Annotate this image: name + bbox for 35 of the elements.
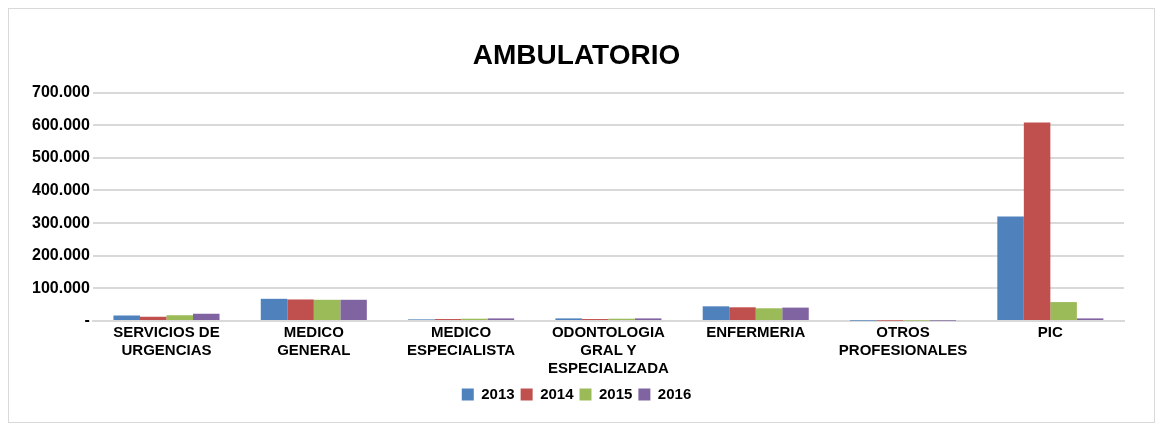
y-tick-label: 100.000	[31, 278, 90, 296]
bar	[139, 316, 167, 320]
bar	[113, 315, 140, 320]
x-tick-label: OTROS PROFESIONALES	[838, 323, 968, 359]
y-tick-label: 500.000	[31, 148, 90, 166]
bar	[755, 308, 783, 320]
y-tick-label: 600.000	[31, 115, 90, 133]
y-tick-label: 300.000	[31, 213, 90, 231]
y-tick-label: 200.000	[31, 246, 90, 264]
x-tick-label: ENFERMERIA	[706, 323, 806, 341]
bar	[1050, 302, 1077, 320]
x-tick-label: MEDICO GENERAL	[277, 323, 351, 359]
legend-label: 2016	[657, 384, 692, 402]
chart-title: AMBULATORIO	[472, 38, 681, 70]
y-tick-label: -	[84, 311, 90, 329]
bar	[260, 298, 288, 320]
bar	[313, 299, 341, 320]
bar	[340, 299, 367, 320]
x-tick-label: MEDICO ESPECIALISTA	[407, 323, 516, 359]
bar	[166, 315, 194, 320]
legend-label: 2014	[540, 384, 575, 402]
bar	[782, 307, 809, 320]
bar	[702, 306, 730, 320]
x-tick-label: PIC	[1037, 323, 1064, 341]
legend-label: 2015	[599, 384, 633, 402]
bar	[193, 313, 220, 320]
bar	[1023, 122, 1051, 320]
y-tick-label: 400.000	[31, 180, 90, 198]
x-tick-label: ODONTOLOGIA GRAL Y ESPECIALIZADA	[548, 323, 670, 377]
bar	[729, 307, 756, 320]
bar	[997, 216, 1024, 320]
x-tick-label: SERVICIOS DE URGENCIAS	[113, 323, 220, 359]
y-tick-label: 700.000	[31, 83, 90, 101]
legend-label: 2013	[481, 384, 515, 402]
bar	[287, 299, 314, 320]
